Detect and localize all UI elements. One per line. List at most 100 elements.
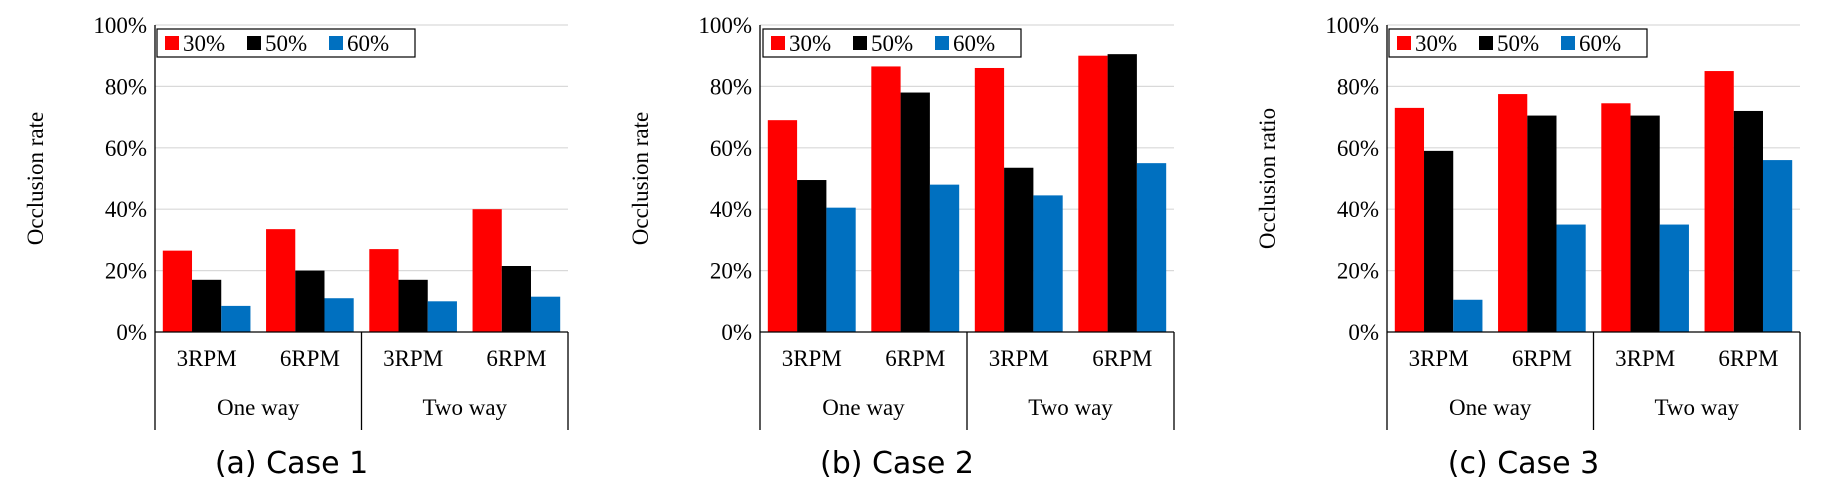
legend-swatch-60pct [329,36,343,50]
bar-50pct-1 [192,279,222,332]
bar-60pct-4 [530,296,561,332]
chart-panel-1: 0% 20% 40% 60% 80% 100% Occlusion rate 3RPM 6RPM… [23,13,569,481]
bar-30pct-4 [472,209,502,332]
legend-label-30pct: 30% [789,31,831,56]
y-tick-label: 80% [105,74,147,99]
y-tick-label: 100% [698,13,752,38]
y-tick-label: 60% [1337,136,1379,161]
legend-swatch-30pct [771,36,785,50]
bar-30pct-4 [1078,55,1108,332]
legend-box [762,28,1022,58]
legend-label-30pct: 30% [183,31,225,56]
y-tick-label: 0% [116,320,147,345]
y-axis-label: Occlusion rate [23,112,48,245]
legend-box [156,28,416,58]
y-axis-label: Occlusion rate [628,112,653,245]
legend-box [1388,28,1648,58]
legend-label-50pct: 50% [265,31,307,56]
bar-30pct-1 [1394,107,1425,332]
y-tick-label: 40% [105,197,147,222]
bar-50pct-2 [1527,115,1557,332]
legend-label-60pct: 60% [347,31,389,56]
bar-30pct-1 [767,120,798,332]
group-label: Two way [422,395,507,420]
y-tick-label: 80% [710,74,752,99]
legend-label-50pct: 50% [1497,31,1539,56]
x-tick-label: 6RPM [1512,346,1572,371]
legend-label-30pct: 30% [1415,31,1457,56]
bar-60pct-3 [427,301,457,332]
bar-30pct-1 [162,250,193,332]
chart-panel-3: 0% 20% 40% 60% 80% 100% Occlusion ratio 3RPM 6RP… [1255,13,1801,481]
x-tick-label: 3RPM [1615,346,1675,371]
bar-30pct-2 [871,66,901,332]
bar-50pct-3 [1004,167,1034,332]
bar-30pct-2 [266,229,296,332]
group-label: One way [217,395,300,420]
bar-60pct-2 [324,298,354,332]
legend-swatch-60pct [1561,36,1575,50]
bar-60pct-1 [826,207,856,332]
y-tick-label: 80% [1337,74,1379,99]
legend: 30% 50% 60% [156,28,416,58]
y-tick-label: 20% [1337,259,1379,284]
group-label: One way [822,395,905,420]
legend-swatch-60pct [935,36,949,50]
y-tick-label: 20% [710,259,752,284]
legend-label-50pct: 50% [871,31,913,56]
x-tick-label: 3RPM [782,346,842,371]
bar-60pct-1 [221,305,251,332]
legend-swatch-50pct [853,36,867,50]
x-tick-label: 3RPM [1409,346,1469,371]
legend-swatch-50pct [1479,36,1493,50]
x-tick-label: 3RPM [989,346,1049,371]
x-tick-label: 3RPM [383,346,443,371]
bar-30pct-3 [974,67,1005,332]
bar-30pct-3 [369,249,399,332]
legend-label-60pct: 60% [953,31,995,56]
y-tick-label: 100% [93,13,147,38]
y-tick-label: 60% [710,136,752,161]
chart-caption: (c) Case 3 [1448,446,1599,481]
y-tick-label: 20% [105,259,147,284]
chart-caption: (a) Case 1 [215,446,368,481]
bar-30pct-3 [1601,103,1631,332]
bar-30pct-2 [1498,94,1528,332]
legend-swatch-30pct [1397,36,1411,50]
bar-50pct-2 [295,270,325,332]
group-label: One way [1449,395,1532,420]
x-tick-label: 6RPM [280,346,340,371]
bar-50pct-4 [501,266,531,332]
x-tick-label: 6RPM [486,346,546,371]
x-tick-label: 6RPM [885,346,945,371]
legend: 30% 50% 60% [1388,28,1648,58]
x-tick-label: 3RPM [177,346,237,371]
y-tick-label: 40% [710,197,752,222]
y-tick-label: 40% [1337,197,1379,222]
y-axis-label: Occlusion ratio [1255,108,1280,249]
bar-30pct-4 [1704,71,1734,333]
bar-50pct-3 [1630,115,1660,332]
bar-50pct-2 [900,92,930,332]
chart-panel-2: 0% 20% 40% 60% 80% 100% Occlusion rate 3RPM 6RPM… [628,13,1175,481]
y-tick-label: 100% [1325,13,1379,38]
legend-swatch-30pct [165,36,179,50]
bar-60pct-3 [1033,195,1063,332]
bar-60pct-4 [1762,160,1793,332]
legend-label-60pct: 60% [1579,31,1621,56]
x-tick-label: 6RPM [1092,346,1152,371]
bar-60pct-1 [1453,299,1483,332]
bar-50pct-4 [1733,110,1763,333]
legend-swatch-50pct [247,36,261,50]
y-tick-label: 60% [105,136,147,161]
bar-50pct-1 [1424,150,1454,332]
bar-60pct-3 [1659,224,1689,332]
bar-60pct-2 [929,184,960,332]
bar-50pct-3 [398,279,428,332]
bar-60pct-4 [1136,163,1167,332]
x-tick-label: 6RPM [1718,346,1778,371]
group-label: Two way [1028,395,1113,420]
bar-50pct-1 [797,180,827,332]
y-tick-label: 0% [721,320,752,345]
